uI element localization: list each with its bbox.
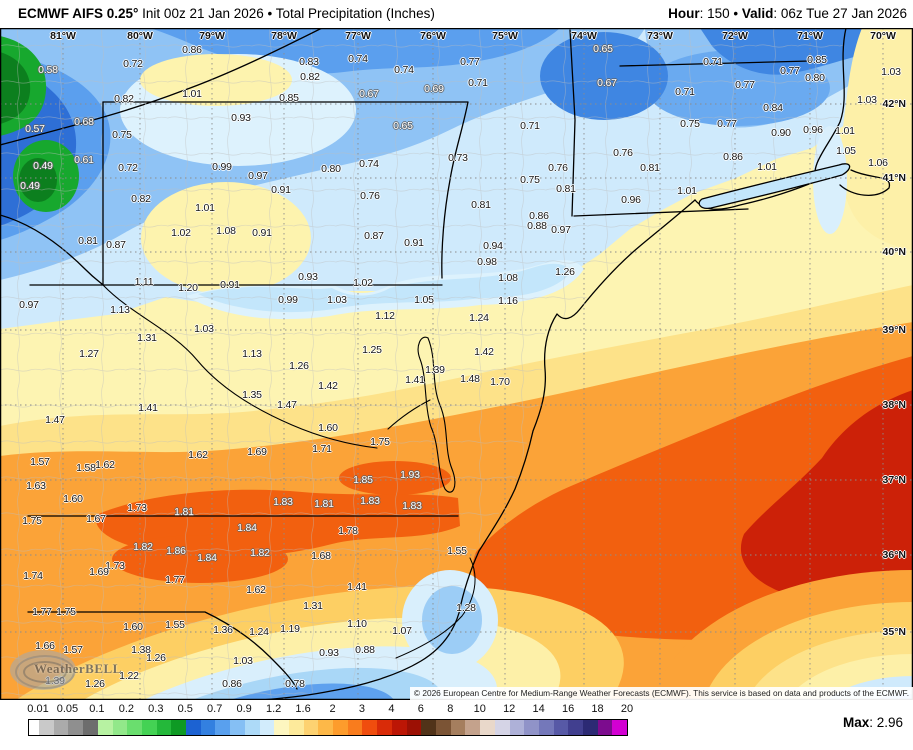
title-rest: Init 00z 21 Jan 2026 • Total Precipitati… [138,6,435,21]
legend-colorbar [28,719,628,736]
legend-tick: 0.01 [27,703,49,715]
logo-swirl-ring [15,655,75,689]
legend-tick: 10 [473,703,486,715]
legend-tick: 0.9 [236,703,252,715]
legend-cell [362,720,378,735]
legend-cell [333,720,348,735]
state-borders [0,28,891,700]
legend-tick: 2 [329,703,336,715]
separator: • [729,6,742,21]
legend-tick: 18 [591,703,604,715]
legend-cell [97,720,113,735]
legend-tick: 12 [503,703,516,715]
legend-cell [524,720,539,735]
legend-tick: 4 [388,703,395,715]
legend-cell [29,720,39,735]
valid-time: Hour: 150 • Valid: 06z Tue 27 Jan 2026 [668,6,907,21]
model-name: ECMWF AIFS 0.25° [18,6,139,21]
hour-value: : 150 [699,6,730,21]
max-label: Max [842,715,870,730]
legend-cell [553,720,569,735]
legend-cell [39,720,54,735]
legend-tick: 8 [447,703,454,715]
legend-cell [391,720,407,735]
legend-tick: 1.6 [295,703,311,715]
header-bar: ECMWF AIFS 0.25° Init 00z 21 Jan 2026 • … [0,0,913,28]
legend-cell [421,720,436,735]
legend-cell [377,720,392,735]
legend-cell [186,720,201,735]
legend-cell [568,720,584,735]
legend-cell [127,720,142,735]
max-number: : 2.96 [869,715,903,730]
legend-tick: 1.2 [265,703,282,715]
legend-cell [583,720,598,735]
legend-cell [480,720,495,735]
graticule [0,28,913,700]
legend: 0.01 0.05 0.1 0.2 0.3 0.5 0.7 0.9 1.2 1.6 2 3 4 6 8 10 1… [0,700,913,750]
logo-swirl-ring-inner [23,661,67,683]
legend-tick: 0.2 [118,703,134,715]
legend-tick: 14 [532,703,545,715]
legend-cell [230,720,245,735]
legend-cell [450,720,466,735]
hour-label: Hour [668,6,700,21]
legend-cell [406,720,422,735]
legend-cell [597,720,613,735]
legend-cell [244,720,260,735]
weatherbell-logo: WeatherBELL [10,646,122,694]
legend-cell [612,720,628,735]
legend-tick: 16 [561,703,575,715]
legend-cell [112,720,128,735]
legend-tick: 0.7 [207,703,223,715]
legend-cell [494,720,510,735]
legend-cell [156,720,172,735]
legend-cell [200,720,216,735]
legend-tick: 6 [417,703,424,715]
legend-cell [215,720,231,735]
legend-cell [303,720,319,735]
valid-label: Valid [741,6,774,21]
legend-tick: 0.05 [56,703,79,715]
legend-cell [288,720,304,735]
copyright-notice: © 2026 European Centre for Medium-Range … [409,687,913,701]
legend-cell [318,720,334,735]
valid-value: : 06z Tue 27 Jan 2026 [773,6,907,21]
legend-tick: 0.1 [89,703,105,715]
max-value: Max: 2.96 [843,715,903,730]
legend-cell [274,720,289,735]
legend-cell [538,720,554,735]
legend-cell [509,720,525,735]
legend-cell [53,720,69,735]
legend-cell [465,720,481,735]
legend-tick-labels: 0.01 0.05 0.1 0.2 0.3 0.5 0.7 0.9 1.2 1.6 2 3 4 6 8 10 1… [0,703,700,717]
map-title: ECMWF AIFS 0.25° Init 00z 21 Jan 2026 • … [18,6,435,21]
legend-tick: 20 [620,703,634,715]
precipitation-map [0,28,913,700]
precip-field [0,28,913,700]
logo-text: WeatherBELL [34,661,122,676]
legend-tick: 0.5 [177,703,193,715]
legend-tick: 0.3 [148,703,164,715]
legend-cell [83,720,98,735]
legend-cell [68,720,84,735]
legend-cell [435,720,451,735]
legend-cell [141,720,157,735]
legend-tick: 3 [358,703,365,715]
legend-cell [259,720,275,735]
legend-cell [171,720,187,735]
legend-cell [347,720,363,735]
